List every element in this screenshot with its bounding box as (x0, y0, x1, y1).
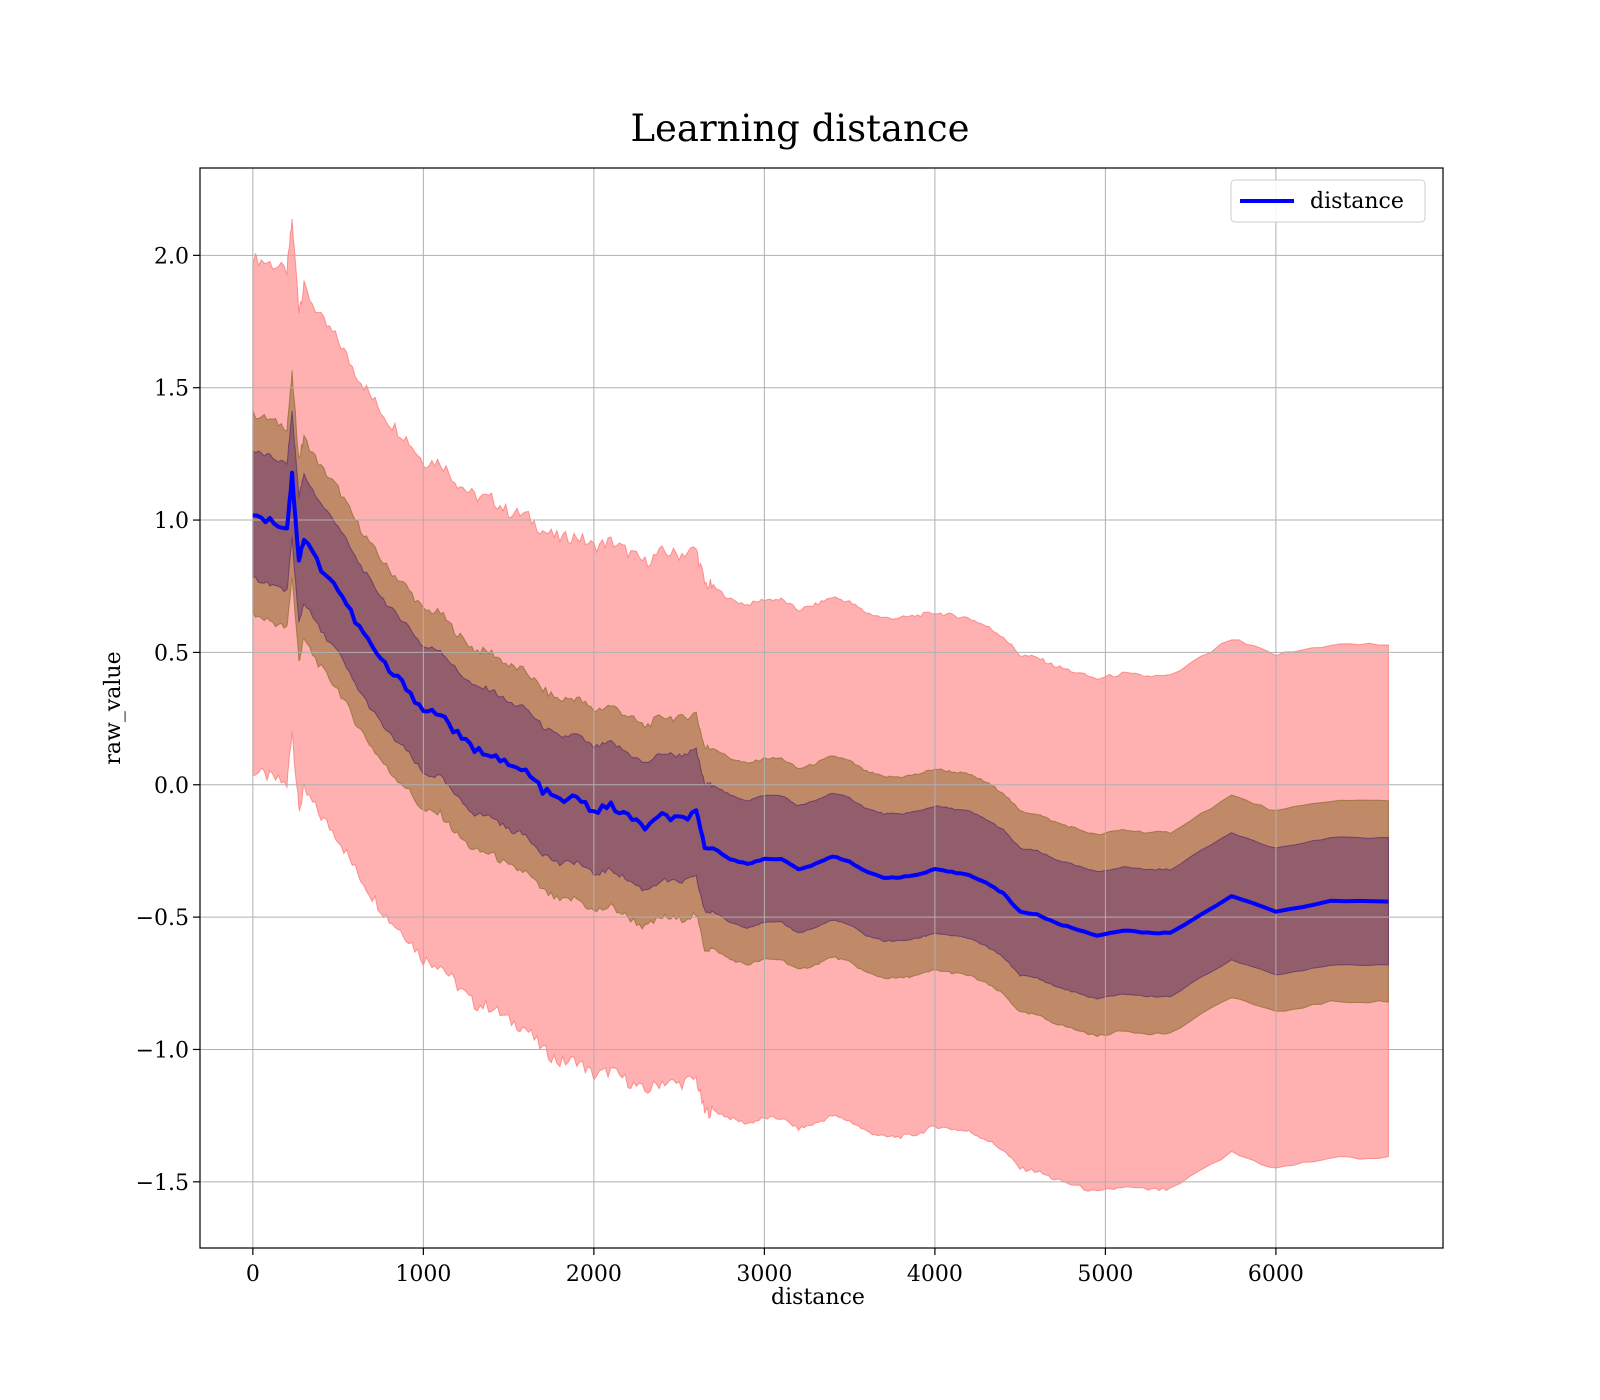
data-point (814, 863, 817, 866)
legend-box (1230, 179, 1426, 223)
x-tick-label: 3000 (736, 1262, 792, 1287)
data-point (575, 797, 578, 800)
data-point (337, 587, 340, 590)
data-point (490, 752, 493, 755)
y-axis-ticks: −1.5 −1.0 −0.5 0.0 0.5 1.0 1.5 2.0 (136, 244, 200, 1196)
data-point (268, 519, 271, 522)
data-point (627, 815, 630, 818)
data-point (297, 558, 300, 561)
y-tick-label: −0.5 (136, 906, 189, 931)
x-tick-label: 6000 (1248, 1262, 1304, 1287)
y-axis-title: raw_value (101, 651, 126, 764)
data-point (303, 537, 306, 540)
data-point (899, 876, 902, 879)
data-point (524, 770, 527, 773)
chart-title: Learning distance (630, 107, 969, 150)
confidence-bands (252, 218, 1389, 1192)
data-point (291, 474, 294, 477)
data-point (916, 873, 919, 876)
data-point (1053, 921, 1056, 924)
data-point (1002, 892, 1005, 895)
data-point (251, 513, 254, 516)
y-tick-label: 1.0 (154, 509, 189, 534)
data-point (729, 857, 732, 860)
data-point (695, 812, 698, 815)
x-axis-title: distance (771, 1285, 865, 1310)
data-point (703, 847, 706, 850)
x-tick-label: 1000 (395, 1262, 451, 1287)
data-point (746, 863, 749, 866)
data-point (780, 857, 783, 860)
data-point (1036, 913, 1039, 916)
y-tick-label: −1.0 (136, 1038, 189, 1063)
data-point (1121, 929, 1124, 932)
data-point (320, 566, 323, 569)
data-point (1387, 900, 1390, 903)
data-point (371, 646, 374, 649)
data-point (661, 815, 664, 818)
series-line-distance (252, 470, 1389, 938)
data-point (1169, 932, 1172, 935)
data-point (388, 669, 391, 672)
y-tick-label: 1.5 (154, 377, 189, 402)
data-point (354, 619, 357, 622)
x-axis-ticks: 0 1000 2000 3000 4000 5000 6000 (246, 1248, 1304, 1287)
legend: distance (1230, 179, 1426, 223)
plot-area (199, 167, 1444, 1249)
data-point (558, 799, 561, 802)
y-tick-label: −1.5 (136, 1171, 189, 1196)
data-point (422, 709, 425, 712)
series-lines (252, 470, 1389, 938)
data-point (797, 868, 800, 871)
data-point (1274, 910, 1277, 913)
data-point (507, 765, 510, 768)
data-point (473, 749, 476, 752)
data-point (1329, 900, 1332, 903)
data-point (882, 876, 885, 879)
data-point (712, 847, 715, 850)
data-point (763, 857, 766, 860)
data-point (592, 810, 595, 813)
plot-frame (199, 167, 1444, 1249)
data-point (968, 873, 971, 876)
data-point (609, 804, 612, 807)
y-tick-label: 0.5 (154, 641, 189, 666)
data-point (405, 685, 408, 688)
x-tick-label: 4000 (907, 1262, 963, 1287)
band-inner (252, 410, 1389, 1000)
x-tick-label: 0 (246, 1262, 260, 1287)
data-point (1147, 932, 1150, 935)
data-point (439, 712, 442, 715)
data-point (456, 733, 459, 736)
data-point (950, 871, 953, 874)
data-point (644, 826, 647, 829)
data-point (1230, 894, 1233, 897)
x-tick-label: 5000 (1077, 1262, 1133, 1287)
y-tick-label: 0.0 (154, 774, 189, 799)
y-tick-label: 2.0 (154, 244, 189, 269)
data-point (985, 881, 988, 884)
data-point (1070, 926, 1073, 929)
data-point (541, 789, 544, 792)
data-point (1019, 910, 1022, 913)
band-middle (252, 370, 1389, 1038)
data-point (1095, 934, 1098, 937)
data-point (831, 855, 834, 858)
data-point (286, 527, 289, 530)
x-tick-label: 2000 (566, 1262, 622, 1287)
data-point (678, 818, 681, 821)
grid-lines (200, 168, 1443, 1248)
legend-label: distance (1310, 189, 1404, 214)
data-point (933, 868, 936, 871)
data-point (848, 860, 851, 863)
data-point (865, 871, 868, 874)
